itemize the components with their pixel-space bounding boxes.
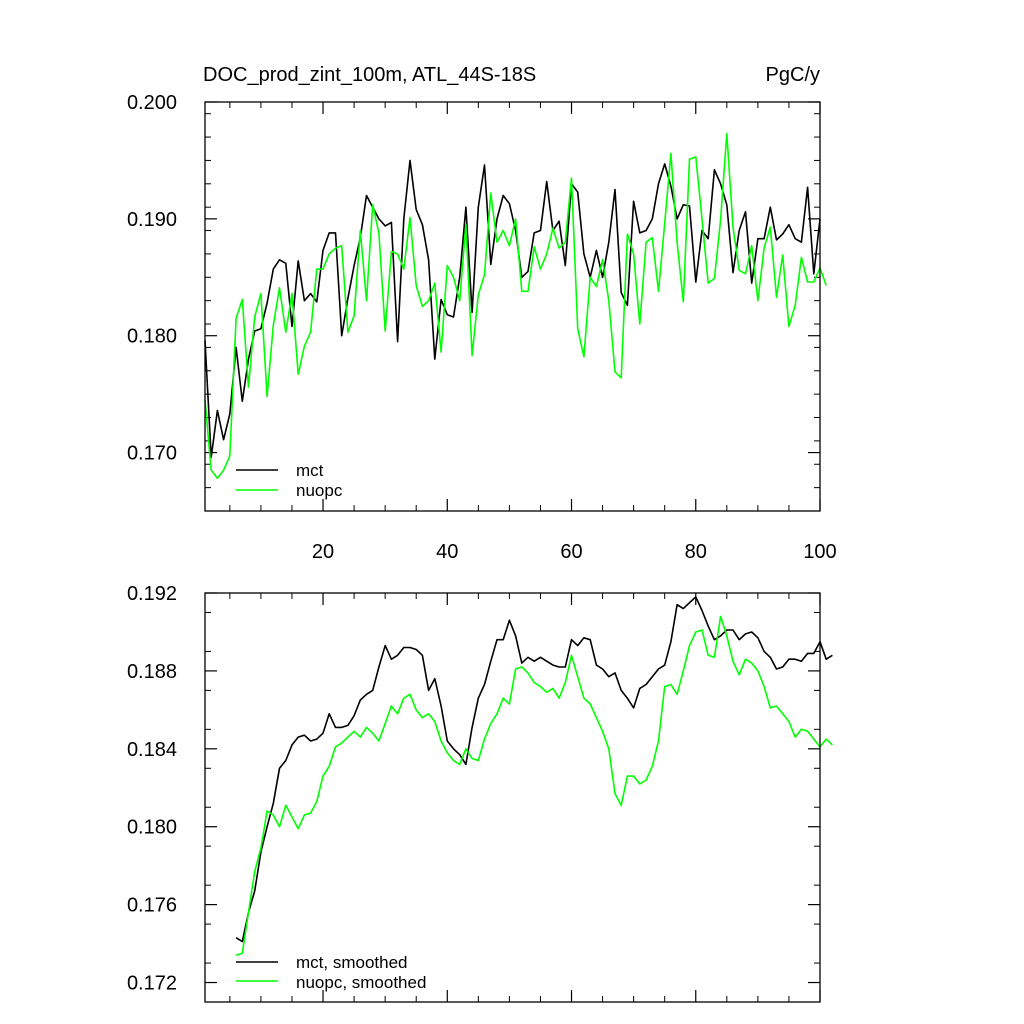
y-tick-label: 0.192 [127,583,177,605]
top-panel: DOC_prod_zint_100m, ATL_44S-18S PgC/y 0.… [127,64,837,563]
top-chart-title: DOC_prod_zint_100m, ATL_44S-18S [203,64,536,86]
y-tick-label: 0.176 [127,895,177,917]
x-tick-label: 80 [685,541,707,563]
y-tick-label: 0.170 [127,443,177,465]
y-tick-label: 0.184 [127,739,177,761]
bottom-panel: 0.172 0.176 0.180 0.184 0.188 0.192 mct, smoo… [127,583,833,1003]
bottom-legend: mct, smoothed nuopc, smoothed [236,953,426,992]
y-tick-label: 0.180 [127,817,177,839]
series-line-mct [204,159,821,459]
y-tick-label: 0.200 [127,92,177,114]
bottom-series-lines [235,596,833,957]
top-legend: mct nuopc [236,461,343,500]
y-tick-label: 0.180 [127,326,177,348]
top-plot-frame [204,101,821,512]
bottom-y-tick-labels: 0.172 0.176 0.180 0.184 0.188 0.192 [127,583,177,995]
top-series-lines [204,132,827,480]
series-line-nuopc-smoothed [235,615,833,957]
top-x-tick-labels: 20 40 60 80 100 [312,541,837,563]
top-y-tick-labels: 0.170 0.180 0.190 0.200 [127,92,177,465]
top-chart-units: PgC/y [766,64,820,86]
legend-label-nuopc: nuopc [296,481,343,500]
y-tick-label: 0.190 [127,209,177,231]
x-tick-label: 20 [312,541,334,563]
y-tick-label: 0.188 [127,661,177,683]
top-ticks [205,101,821,512]
x-tick-label: 100 [803,541,836,563]
series-line-nuopc [204,132,827,480]
legend-label-mct-smoothed: mct, smoothed [296,953,408,972]
x-tick-label: 60 [560,541,582,563]
y-tick-label: 0.172 [127,973,177,995]
bottom-ticks [205,592,821,1003]
bottom-plot-frame [204,592,821,1003]
x-tick-label: 40 [436,541,458,563]
legend-label-nuopc-smoothed: nuopc, smoothed [296,973,426,992]
legend-label-mct: mct [296,461,324,480]
series-line-mct-smoothed [235,596,833,943]
